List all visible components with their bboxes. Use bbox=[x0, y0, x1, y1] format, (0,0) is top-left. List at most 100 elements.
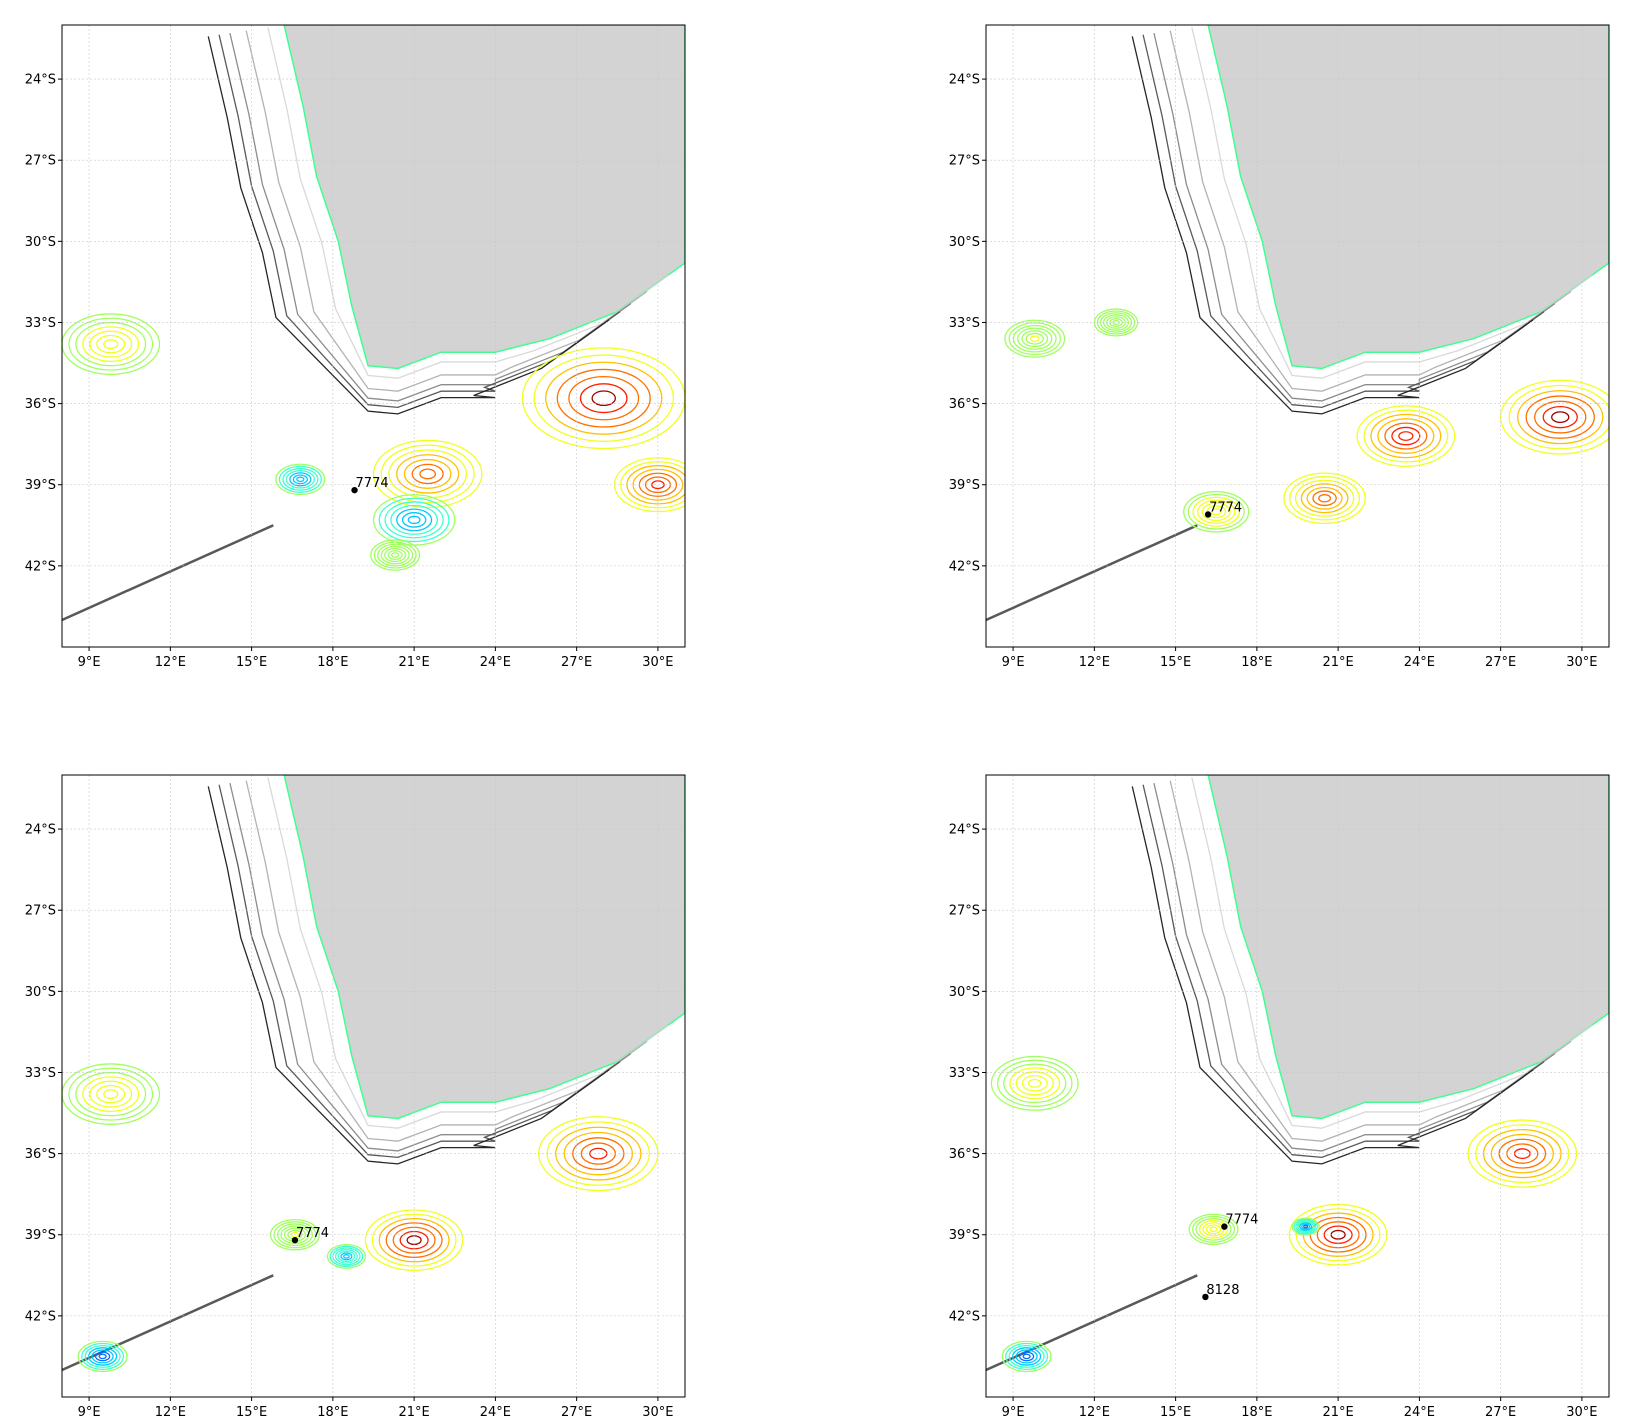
bathymetry-contour bbox=[1169, 30, 1572, 392]
x-tick-label: 27°E bbox=[1485, 655, 1516, 670]
ssh-contour bbox=[1015, 1071, 1054, 1096]
ssh-contour bbox=[1009, 1067, 1061, 1100]
y-tick-label: 33°S bbox=[949, 1066, 980, 1081]
ssh-contour bbox=[411, 463, 444, 485]
x-tick-label: 21°E bbox=[1322, 1405, 1353, 1420]
land-mass bbox=[1207, 775, 1609, 1120]
ssh-contour bbox=[82, 326, 140, 363]
ssh-contour bbox=[579, 383, 628, 414]
ssh-contour bbox=[1183, 491, 1250, 533]
ssh-contour bbox=[75, 321, 147, 367]
y-tick-label: 36°S bbox=[25, 397, 56, 412]
ssh-contour bbox=[278, 465, 322, 493]
float-marker bbox=[1202, 1293, 1209, 1301]
ssh-contour bbox=[96, 1084, 126, 1104]
land-mass bbox=[283, 25, 685, 370]
ssh-contour bbox=[1294, 479, 1355, 517]
ssh-contour bbox=[292, 474, 308, 485]
bathymetry-contour bbox=[218, 34, 621, 409]
ssh-contour bbox=[1289, 476, 1361, 521]
ssh-contour bbox=[1542, 405, 1578, 429]
x-tick-label: 9°E bbox=[1002, 655, 1025, 670]
float-label: 7774 bbox=[1209, 500, 1242, 515]
bathymetry-contour bbox=[1142, 34, 1545, 409]
bathymetry-contour bbox=[1131, 36, 1534, 415]
x-tick-label: 18°E bbox=[1241, 655, 1272, 670]
bathymetry-contour bbox=[1153, 782, 1556, 1152]
ssh-contour bbox=[1293, 1218, 1318, 1235]
bathymetry-contour bbox=[267, 27, 670, 379]
bathymetry-contour bbox=[229, 32, 632, 402]
bathymetry-contour bbox=[267, 777, 670, 1129]
ssh-contour bbox=[95, 1351, 111, 1362]
ridge-contour bbox=[62, 1274, 274, 1372]
ssh-contour bbox=[545, 361, 663, 435]
bathymetry-contour bbox=[245, 30, 648, 392]
ssh-contour bbox=[1008, 322, 1061, 356]
ssh-contour bbox=[1384, 422, 1428, 450]
bathymetry-contour bbox=[207, 36, 610, 415]
map-frame bbox=[61, 24, 686, 648]
ssh-contour bbox=[1303, 1224, 1309, 1229]
x-tick-label: 12°E bbox=[1079, 655, 1110, 670]
float-marker bbox=[1204, 511, 1212, 518]
ssh-contour bbox=[388, 449, 468, 499]
y-tick-label: 36°S bbox=[949, 1147, 980, 1162]
ssh-contour bbox=[1370, 413, 1442, 459]
ssh-contour bbox=[1019, 1351, 1035, 1362]
ssh-contour bbox=[387, 550, 403, 561]
ssh-contour bbox=[62, 1063, 161, 1125]
bathymetry-contour bbox=[207, 786, 610, 1165]
ssh-contour bbox=[1022, 1353, 1031, 1360]
ssh-contour bbox=[1187, 493, 1245, 530]
bathymetry-contour bbox=[1169, 780, 1572, 1142]
x-tick-label: 15°E bbox=[1160, 655, 1191, 670]
x-tick-label: 30°E bbox=[1566, 1405, 1597, 1420]
y-tick-label: 30°S bbox=[25, 985, 56, 1000]
ssh-contour bbox=[103, 1089, 119, 1100]
ssh-contour bbox=[568, 375, 640, 421]
ssh-contour bbox=[384, 501, 444, 539]
ssh-contour bbox=[1025, 332, 1044, 345]
ssh-contour bbox=[1300, 483, 1349, 514]
float-marker bbox=[291, 1236, 299, 1244]
ssh-contour bbox=[1192, 496, 1241, 527]
ssh-contour bbox=[1299, 1222, 1313, 1231]
ssh-contour bbox=[68, 317, 154, 371]
x-tick-label: 15°E bbox=[236, 655, 267, 670]
y-tick-label: 30°S bbox=[949, 985, 980, 1000]
ssh-contour bbox=[96, 334, 126, 354]
ssh-contour bbox=[378, 1217, 450, 1263]
float-marker bbox=[1221, 1223, 1228, 1230]
ssh-contour bbox=[1312, 490, 1337, 507]
x-tick-label: 9°E bbox=[1002, 1405, 1025, 1420]
ridge-contour bbox=[986, 524, 1198, 622]
x-tick-label: 15°E bbox=[1160, 1405, 1191, 1420]
x-tick-label: 12°E bbox=[155, 655, 186, 670]
ssh-contour bbox=[996, 1059, 1073, 1107]
y-tick-label: 42°S bbox=[949, 1309, 980, 1324]
ssh-contour bbox=[1005, 1342, 1049, 1371]
ssh-contour bbox=[62, 313, 161, 375]
float-label: 7774 bbox=[356, 476, 389, 491]
ssh-contour bbox=[1301, 1223, 1311, 1230]
ssh-contour bbox=[1508, 384, 1609, 450]
ssh-contour bbox=[1195, 1217, 1232, 1241]
ssh-contour bbox=[82, 1076, 140, 1113]
ssh-contour bbox=[1210, 508, 1222, 516]
ssh-contour bbox=[371, 1213, 457, 1267]
x-tick-label: 24°E bbox=[1404, 1405, 1435, 1420]
ssh-contour bbox=[1295, 1219, 1316, 1234]
ssh-contour bbox=[98, 1353, 107, 1360]
bathymetry-contour bbox=[1153, 32, 1556, 402]
y-tick-label: 30°S bbox=[25, 235, 56, 250]
ssh-contour bbox=[89, 330, 133, 358]
land-mass bbox=[283, 775, 685, 1120]
ssh-contour bbox=[1205, 1224, 1222, 1235]
y-tick-label: 39°S bbox=[949, 478, 980, 493]
y-tick-label: 24°S bbox=[25, 73, 56, 88]
ssh-contour bbox=[285, 470, 315, 489]
ssh-contour bbox=[326, 1243, 367, 1269]
y-tick-label: 39°S bbox=[25, 1228, 56, 1243]
